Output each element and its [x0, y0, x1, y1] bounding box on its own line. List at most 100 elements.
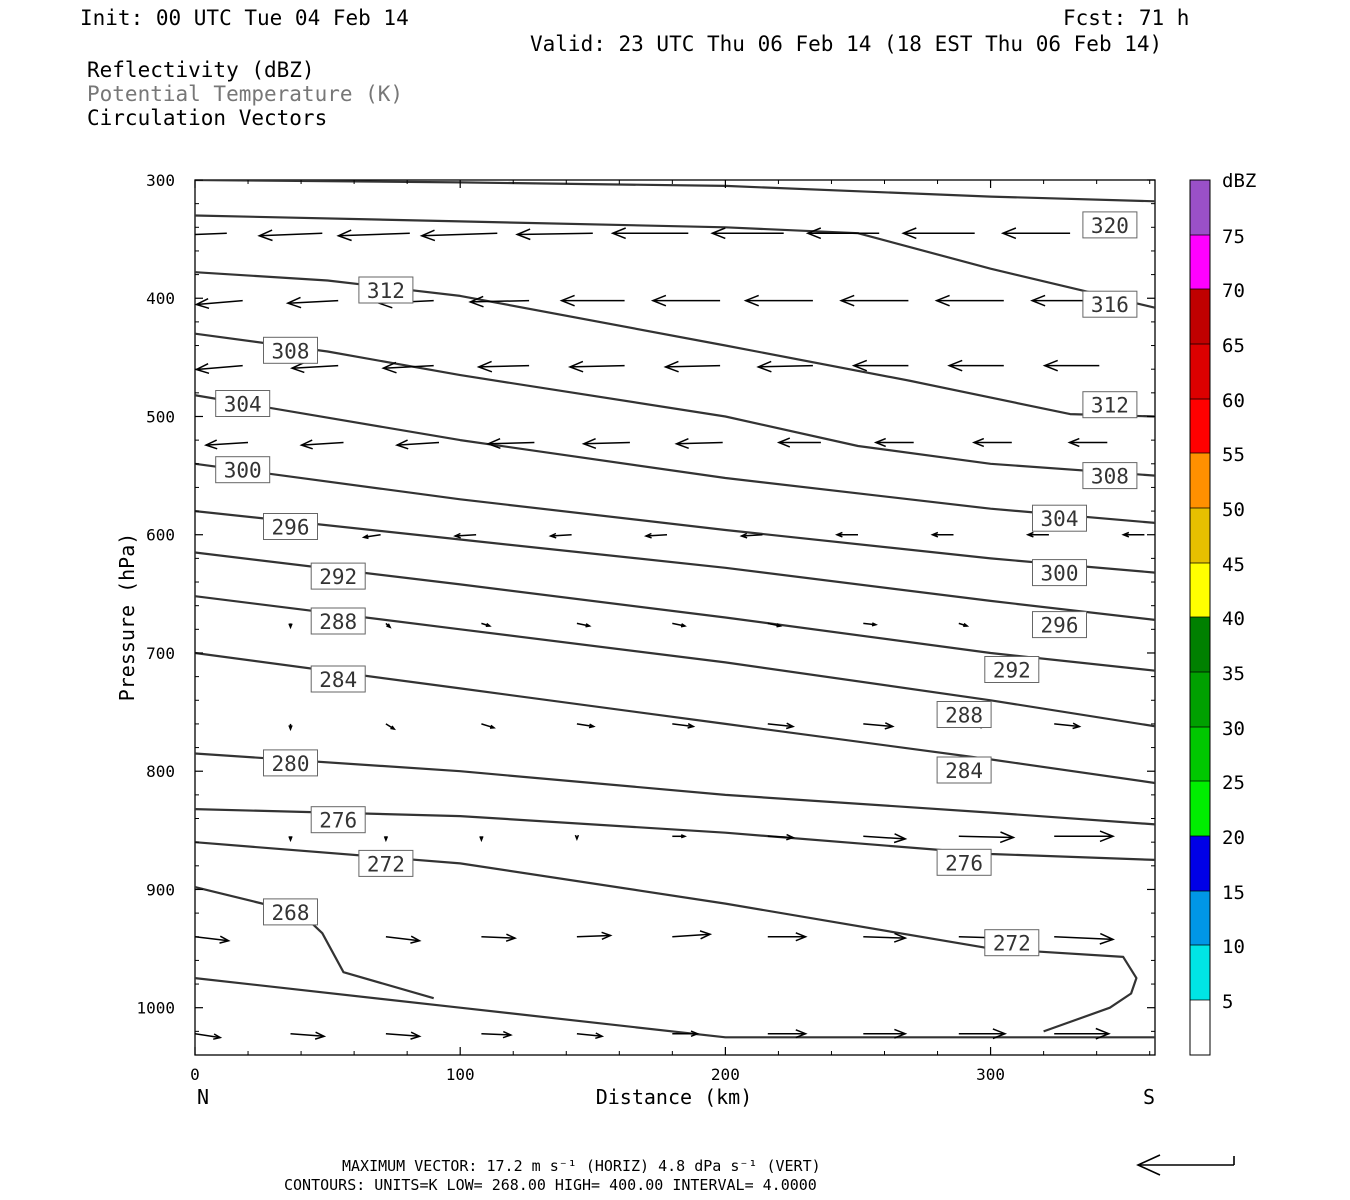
colorbar-level-label: 20 [1222, 827, 1245, 849]
circulation-vector [195, 1032, 223, 1040]
contour-label: 312 [358, 276, 414, 304]
x-axis-title: Distance (km) [596, 1085, 753, 1109]
circulation-vector [481, 622, 492, 628]
circulation-vector [672, 723, 696, 729]
circulation-vector [195, 298, 243, 310]
contour-label: 292 [984, 656, 1040, 683]
y-tick-label: 1000 [136, 999, 175, 1018]
contour-label: 300 [1032, 559, 1087, 587]
circulation-vector [481, 933, 518, 942]
circulation-vector [288, 623, 293, 630]
circulation-vector [481, 723, 496, 729]
colorbar-swatch [1190, 563, 1210, 617]
circulation-vector [835, 531, 858, 538]
colorbar-swatch [1190, 344, 1210, 399]
svg-text:300: 300 [1041, 562, 1079, 586]
circulation-vector [672, 1030, 700, 1037]
svg-text:296: 296 [272, 516, 310, 540]
theta-contour-296 [195, 510, 1155, 621]
circulation-vector [288, 723, 293, 732]
circulation-vector [767, 622, 783, 628]
circulation-vector [756, 360, 813, 373]
circulation-vector [863, 722, 895, 730]
svg-text:312: 312 [1091, 394, 1129, 418]
colorbar-level-label: 75 [1222, 226, 1245, 248]
circulation-vector [394, 439, 440, 450]
circulation-vector [1025, 531, 1049, 538]
colorbar-swatch [1190, 727, 1210, 781]
circulation-vector [767, 722, 795, 730]
circulation-vector [548, 532, 572, 539]
theta-contour-312 [195, 271, 1155, 418]
forecast-hour: Fcst: 71 h [1063, 6, 1189, 30]
colorbar-swatch [1190, 399, 1210, 453]
init-time: Init: 00 UTC Tue 04 Feb 14 [80, 6, 409, 30]
contour-label: 308 [1082, 462, 1138, 490]
x-tick-label: 200 [711, 1065, 740, 1084]
contour-label: 308 [263, 336, 318, 364]
svg-text:272: 272 [993, 932, 1031, 956]
circulation-vector [195, 232, 227, 236]
svg-text:272: 272 [367, 852, 405, 876]
contour-label: 316 [1082, 290, 1138, 318]
circulation-vector [336, 229, 410, 242]
colorbar-level-label: 25 [1222, 772, 1245, 794]
contour-info: CONTOURS: UNITS=K LOW= 268.00 HIGH= 400.… [284, 1176, 817, 1194]
circulation-vector [1067, 437, 1108, 448]
svg-text:304: 304 [224, 393, 262, 417]
colorbar-level-label: 30 [1222, 718, 1245, 740]
contour-label: 284 [310, 665, 366, 693]
svg-text:292: 292 [993, 659, 1031, 683]
svg-text:320: 320 [1091, 214, 1129, 238]
circulation-vector [1054, 1027, 1111, 1040]
circulation-vector [385, 723, 396, 731]
contour-label: 320 [1082, 211, 1138, 239]
circulation-vector [663, 360, 721, 373]
theta-contour-284 [195, 651, 1155, 785]
svg-text:284: 284 [319, 668, 357, 692]
circulation-vector [672, 930, 713, 940]
x-tick-label: 300 [976, 1065, 1005, 1084]
circulation-vector [576, 1032, 605, 1040]
x-end-label-south: S [1143, 1085, 1155, 1109]
circulation-vector [710, 227, 784, 240]
contour-label: 272 [984, 929, 1040, 957]
colorbar-swatch [1190, 945, 1210, 1000]
circulation-vector [863, 1028, 908, 1039]
circulation-vector [385, 935, 422, 944]
field-label-circulation-vectors: Circulation Vectors [87, 106, 327, 130]
circulation-vector [739, 532, 763, 539]
circulation-vector [574, 834, 580, 841]
circulation-vector [805, 227, 880, 240]
colorbar-level-label: 55 [1222, 444, 1245, 466]
colorbar-level-label: 10 [1222, 936, 1245, 958]
x-tick-label: 0 [190, 1065, 200, 1084]
circulation-vector [381, 361, 434, 374]
circulation-vector [479, 836, 484, 843]
svg-text:296: 296 [1041, 614, 1079, 638]
y-tick-label: 700 [146, 644, 175, 663]
circulation-vector [576, 723, 596, 729]
circulation-vector [650, 294, 721, 307]
theta-contour-272 [195, 841, 1138, 1033]
theta-contour-308 [195, 332, 1155, 477]
circulation-vector [958, 1028, 1008, 1040]
field-label-reflectivity: Reflectivity (dBZ) [87, 58, 315, 82]
contour-label: 280 [263, 749, 318, 777]
circulation-vector [863, 622, 878, 627]
theta-contour-288 [195, 595, 1155, 728]
y-tick-label: 300 [146, 171, 175, 190]
colorbar-swatch [1190, 781, 1210, 836]
y-tick-label: 800 [146, 762, 175, 781]
colorbar-swatch [1190, 289, 1210, 344]
circulation-vector [290, 1031, 327, 1040]
circulation-vector [1042, 359, 1100, 372]
contour-label: 296 [1032, 611, 1087, 639]
contour-label: 292 [310, 562, 366, 590]
circulation-vector [203, 439, 249, 450]
contour-label: 288 [310, 607, 366, 635]
colorbar-level-label: 50 [1222, 499, 1245, 521]
colorbar-level-label: 70 [1222, 280, 1245, 302]
circulation-vector [486, 438, 535, 450]
circulation-vector [958, 622, 970, 628]
